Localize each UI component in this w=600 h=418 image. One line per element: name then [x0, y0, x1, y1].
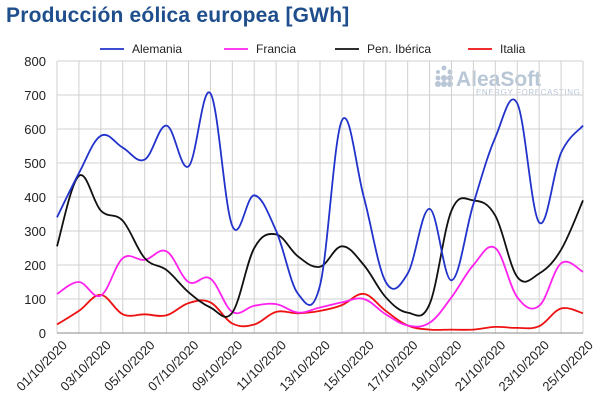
logo-dot-5: [447, 75, 453, 81]
series-layer: [56, 91, 584, 331]
legend-label: Italia: [500, 42, 526, 56]
chart-title: Producción eólica europea [GWh]: [6, 4, 350, 27]
logo-dot-4: [441, 75, 447, 81]
y-tick-label: 500: [24, 156, 46, 171]
series-line-alemania: [56, 91, 584, 306]
logo-dot-6: [435, 81, 441, 87]
y-tick-label: 200: [24, 258, 46, 273]
logo-tagline: ENERGY FORECASTING: [476, 88, 580, 97]
y-tick-label: 0: [39, 326, 46, 341]
legend-label: Pen. Ibérica: [367, 42, 431, 56]
logo-dot-8: [447, 81, 453, 87]
chart-legend: Alemania Francia Pen. Ibérica Italia: [100, 42, 526, 56]
logo-dot-7: [441, 81, 447, 87]
y-tick-label: 100: [24, 292, 46, 307]
series-line-francia: [56, 245, 584, 328]
y-tick-label: 600: [24, 122, 46, 137]
y-tick-label: 700: [24, 88, 46, 103]
chart-grid: [56, 60, 584, 334]
series-line-italia: [56, 292, 584, 331]
logo-dot-1: [441, 65, 447, 71]
logo-dot-0: [436, 70, 440, 74]
series-line-pen-iberica: [56, 174, 584, 318]
logo-brand: AleaSoft: [456, 68, 541, 91]
logo-dot-3: [435, 75, 441, 81]
y-tick-label: 300: [24, 224, 46, 239]
legend-label: Francia: [256, 42, 296, 56]
y-tick-label: 800: [24, 54, 46, 69]
legend-label: Alemania: [132, 42, 182, 56]
y-tick-label: 400: [24, 190, 46, 205]
